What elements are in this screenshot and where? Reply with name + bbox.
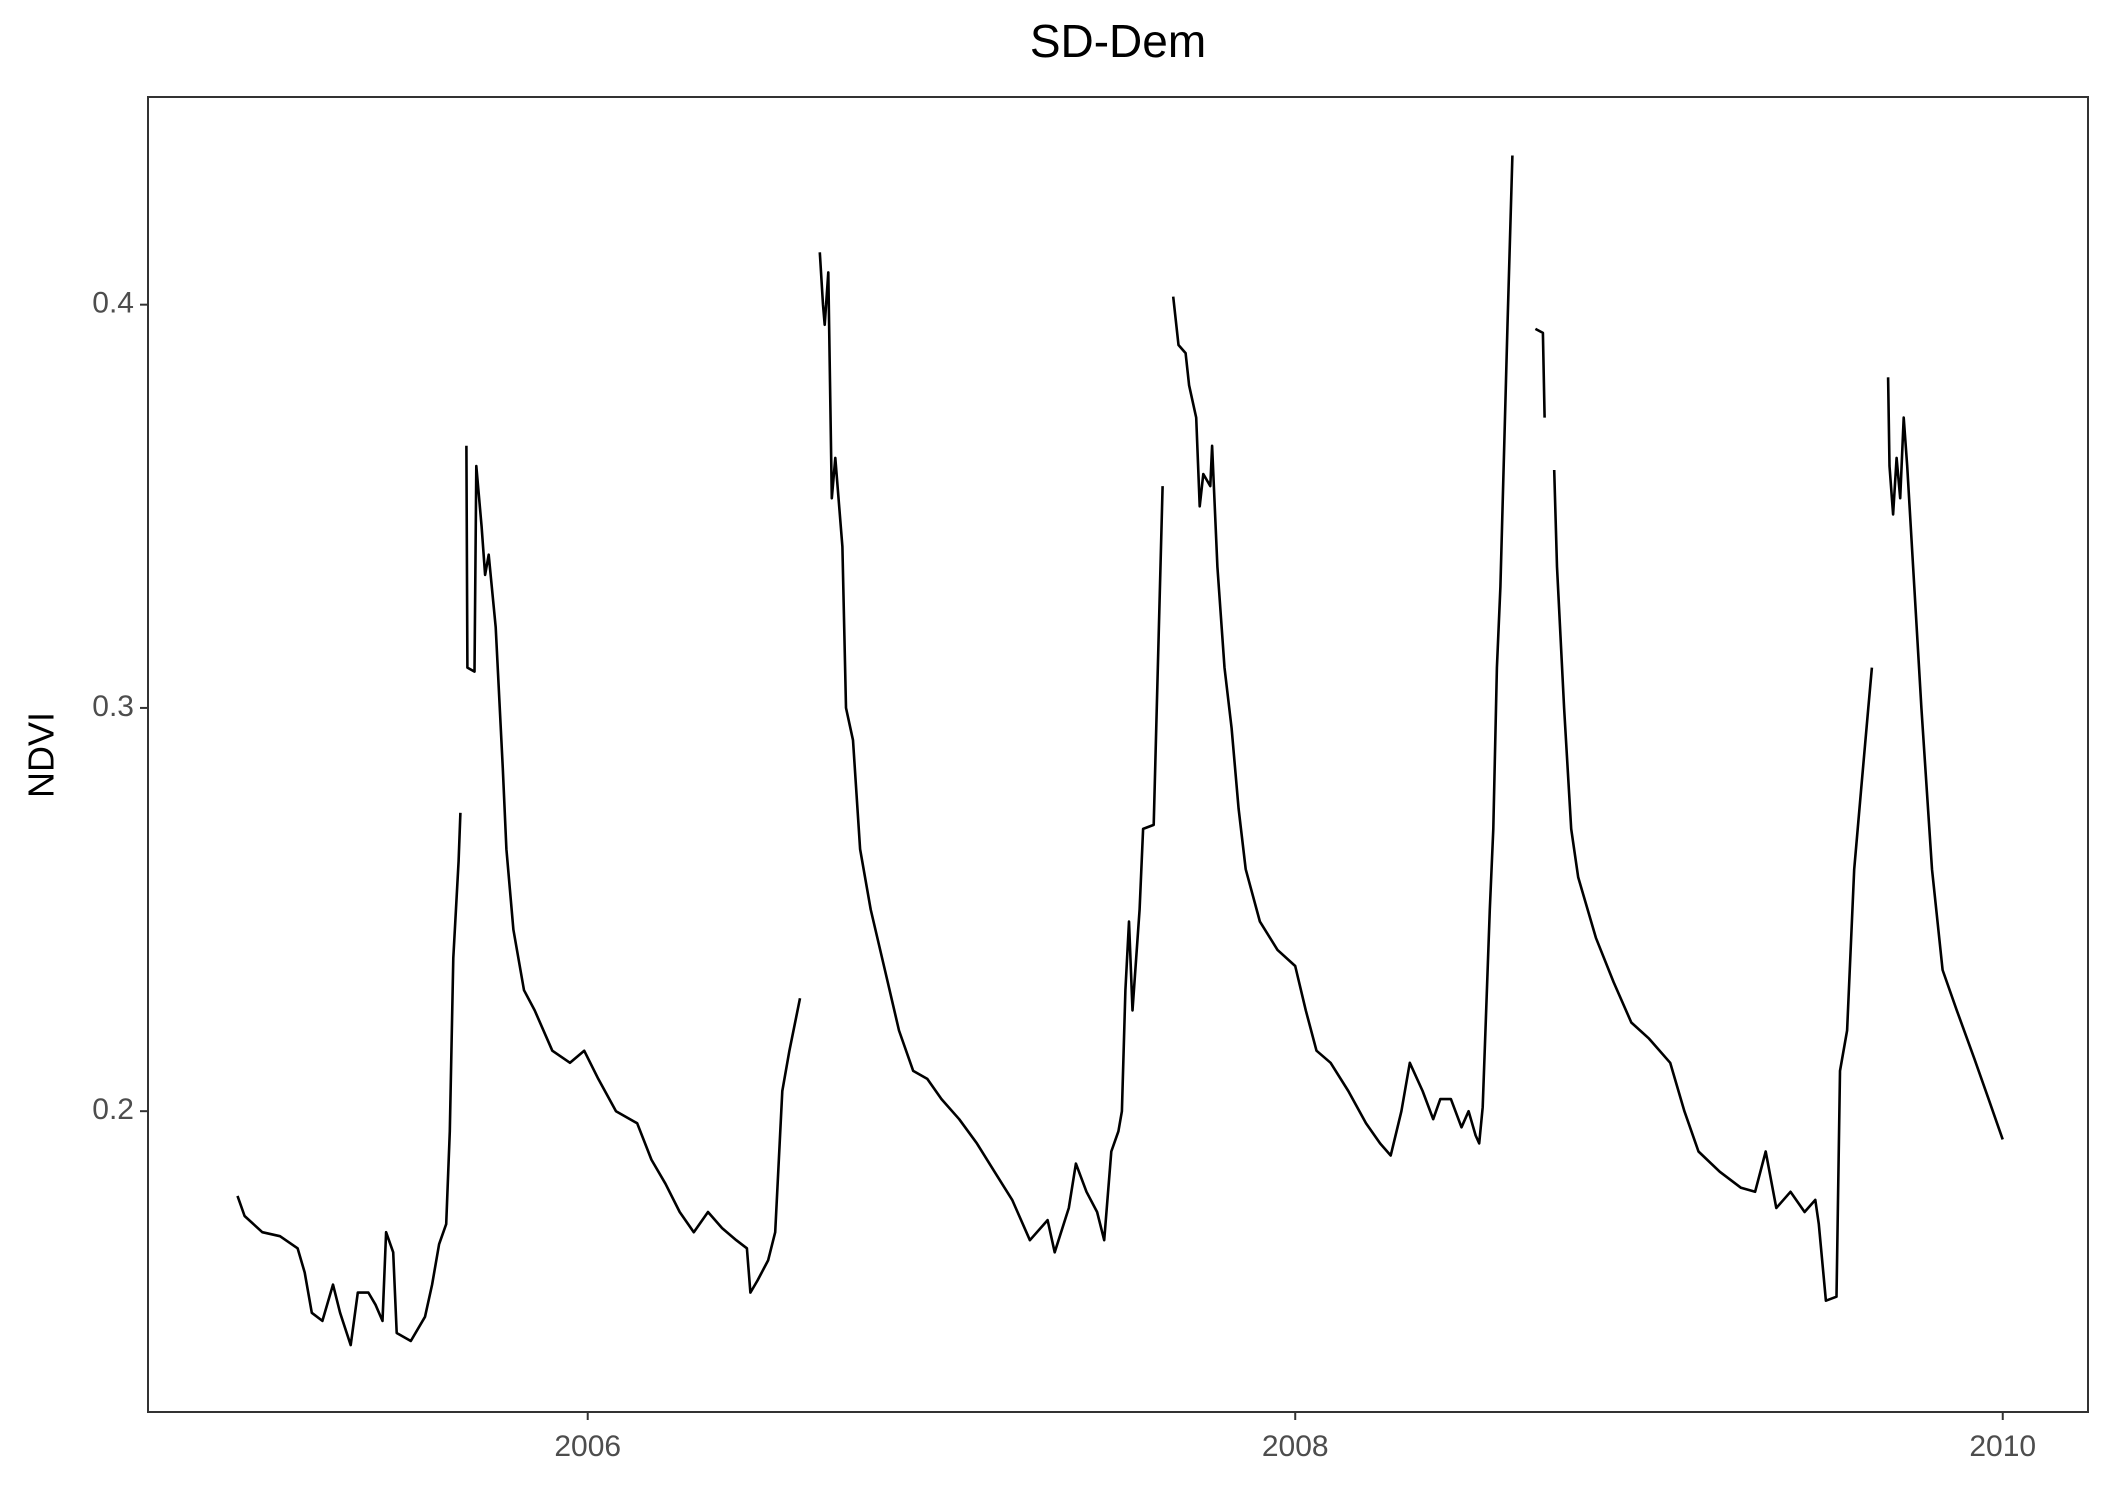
x-tick-label: 2008: [1262, 1430, 1329, 1463]
x-tick-label: 2010: [1969, 1430, 2036, 1463]
y-tick-label: 0.2: [92, 1093, 134, 1126]
plot-frame: [147, 96, 2089, 1413]
x-tick-label: 2006: [554, 1430, 621, 1463]
y-tick-label: 0.3: [92, 690, 134, 723]
y-tick-label: 0.4: [92, 287, 134, 320]
chart-title: SD-Dem: [1030, 15, 1206, 67]
data-line: [236, 155, 2004, 1347]
y-axis-title: NDVI: [21, 712, 62, 798]
